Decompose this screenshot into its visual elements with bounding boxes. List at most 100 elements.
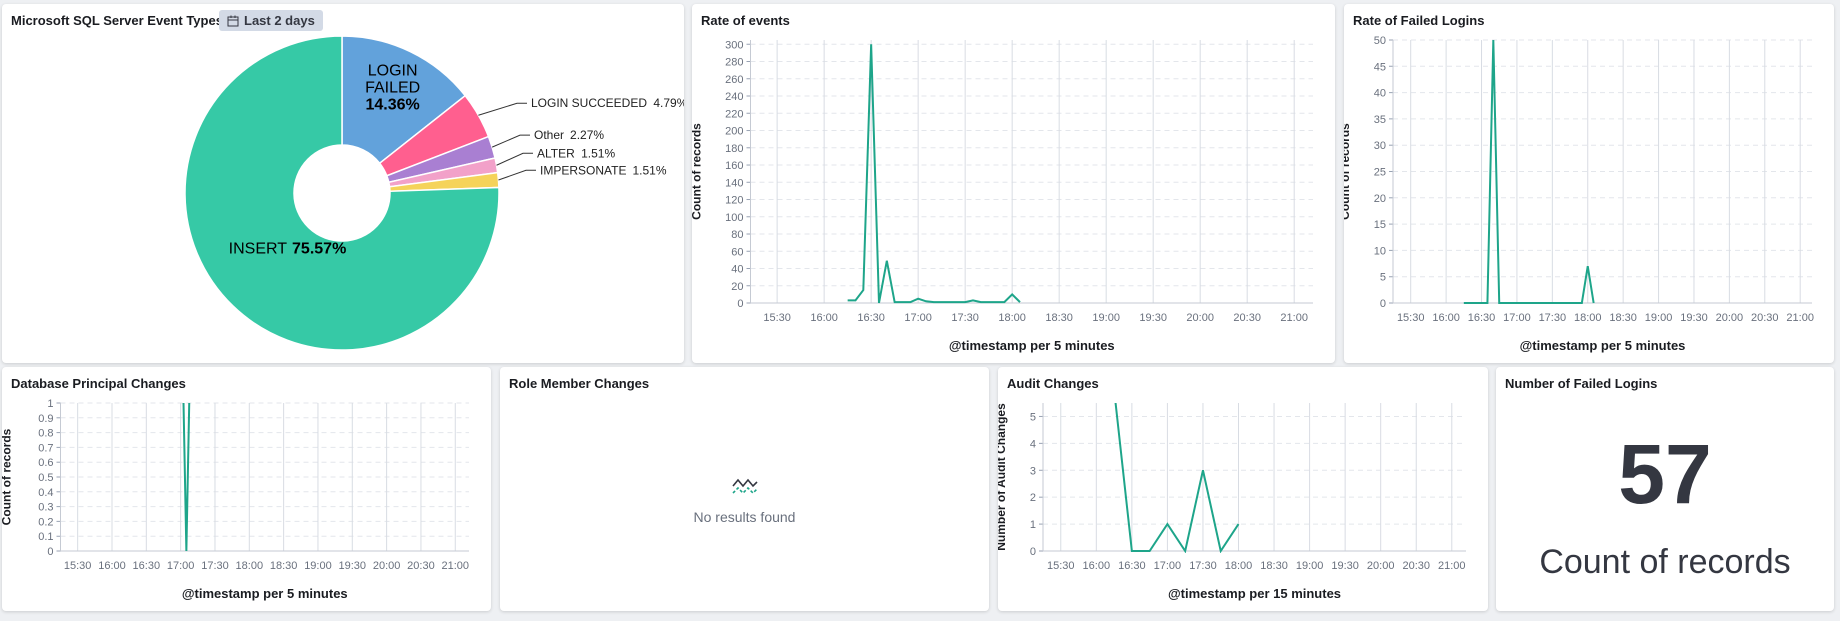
y-tick-label: 180 [725,143,743,155]
x-tick-label: 19:30 [1331,560,1359,572]
x-tick-label: 17:00 [167,560,195,572]
y-tick-label: 140 [725,177,743,189]
y-tick-label: 60 [731,246,743,258]
slice-value: 14.36% [365,96,420,114]
y-tick-label: 1 [47,398,53,410]
y-tick-label: 20 [731,281,743,293]
y-tick-label: 0 [737,298,743,310]
panel: Microsoft SQL Server Event Types Last 2 … [2,4,684,363]
x-tick-label: 18:30 [270,560,298,572]
x-tick-label: 16:30 [1118,560,1146,572]
x-tick-label: 15:30 [1047,560,1075,572]
x-tick-label: 16:00 [1432,312,1460,324]
y-tick-label: 10 [1374,245,1386,257]
y-tick-label: 300 [725,39,743,51]
chart: 0 0.1 0.2 0.3 0.4 0.5 0.6 0.7 0.8 0.9 1 15:30 16:00 1… [2,398,470,601]
x-tick-label: 19:00 [1645,312,1673,324]
series-line [1463,40,1595,304]
y-tick-label: 1 [1030,519,1036,531]
slice-value: 2.27% [570,128,604,142]
calendar-icon [227,15,239,26]
x-tick-label: 19:00 [304,560,332,572]
slice-label: INSERT 75.57% [229,241,347,258]
y-tick-label: 0.9 [38,413,53,425]
y-tick-label: 0 [1380,298,1386,310]
y-tick-label: 2 [1030,492,1036,504]
metric-label: Count of records [1539,543,1791,581]
x-tick-label: 18:00 [998,312,1026,324]
x-tick-label: 20:30 [407,560,435,572]
chart: 0 1 2 3 4 5 15:30 16:00 16:30 17:00 17:30 18:00 18:3… [998,403,1466,601]
y-tick-label: 20 [1374,193,1386,205]
x-tick-label: 20:00 [1367,560,1395,572]
x-tick-label: 19:30 [339,560,367,572]
slice-label: LOGIN FAILED 14.36% [357,63,429,114]
x-tick-label: 16:00 [810,312,838,324]
x-tick-label: 21:00 [442,560,470,572]
y-tick-label: 0.1 [38,531,53,543]
y-tick-label: 30 [1374,140,1386,152]
y-tick-label: 40 [731,264,743,276]
chart: 0 5 10 15 20 25 30 35 40 45 50 15:30 16:00 16:30 17:00… [1344,35,1814,353]
slice-name: ALTER [537,146,575,160]
slice-name: LOGIN SUCCEEDED [531,96,647,110]
x-tick-label: 18:00 [236,560,264,572]
y-axis-label: Number of Audit Changes [998,403,1008,551]
panel-title: Role Member Changes [509,376,650,391]
series-line [847,44,1021,304]
slice-value: 1.51% [632,163,666,177]
leader-line [498,169,537,181]
x-tick-label: 17:00 [904,312,932,324]
x-tick-label: 15:30 [763,312,791,324]
x-tick-label: 16:30 [133,560,161,572]
panel: Number of Failed Logins 57 Count of reco… [1496,367,1834,611]
slice-value: 1.51% [581,146,615,160]
y-tick-label: 80 [731,229,743,241]
panel-title: Microsoft SQL Server Event Types [11,13,223,28]
panel-title: Rate of events [701,13,790,28]
x-tick-label: 15:30 [64,560,92,572]
x-tick-label: 21:00 [1786,312,1814,324]
y-tick-label: 0.7 [38,442,53,454]
leader-line [491,134,531,148]
y-tick-label: 50 [1374,35,1386,47]
y-tick-label: 35 [1374,114,1386,126]
x-tick-label: 17:30 [201,560,229,572]
y-tick-label: 40 [1374,88,1386,100]
metric-value: 57 [1618,427,1712,521]
x-tick-label: 15:30 [1397,312,1425,324]
y-tick-label: 15 [1374,219,1386,231]
panel: Rate of Failed Logins 0 5 10 15 20 25 30 35 40 45… [1344,4,1834,363]
y-tick-label: 200 [725,126,743,138]
y-tick-label: 0.6 [38,457,53,469]
x-axis-label: @timestamp per 15 minutes [1168,586,1341,601]
y-tick-label: 0.3 [38,502,53,514]
x-tick-label: 18:30 [1609,312,1637,324]
x-axis-label: @timestamp per 5 minutes [1520,338,1686,353]
x-tick-label: 17:30 [951,312,979,324]
pie-slice [341,35,467,165]
y-tick-label: 5 [1380,272,1386,284]
slice-name: IMPERSONATE [540,163,626,177]
panel: Database Principal Changes 0 0.1 0.2 0.3 0.4… [2,367,491,611]
chart: LOGIN SUCCEEDED 4.79% Other 2.27% ALTER 1.51%… [184,35,684,351]
y-tick-label: 100 [725,212,743,224]
panel-title: Database Principal Changes [11,376,186,391]
x-tick-label: 20:00 [373,560,401,572]
x-tick-label: 21:00 [1438,560,1466,572]
slice-name: LOGIN FAILED [365,62,421,97]
x-tick-label: 18:30 [1045,312,1073,324]
x-tick-label: 20:30 [1751,312,1779,324]
panel-title: Rate of Failed Logins [1353,13,1485,28]
x-tick-label: 16:00 [1083,560,1111,572]
time-badge[interactable]: Last 2 days [219,10,323,31]
y-tick-label: 0 [1030,546,1036,558]
x-tick-label: 19:30 [1680,312,1708,324]
y-tick-label: 0.2 [38,516,53,528]
slice-name: Other [534,128,564,142]
y-tick-label: 0.8 [38,428,53,440]
x-tick-label: 18:30 [1260,560,1288,572]
y-tick-label: 120 [725,195,743,207]
x-axis-label: @timestamp per 5 minutes [949,338,1115,353]
